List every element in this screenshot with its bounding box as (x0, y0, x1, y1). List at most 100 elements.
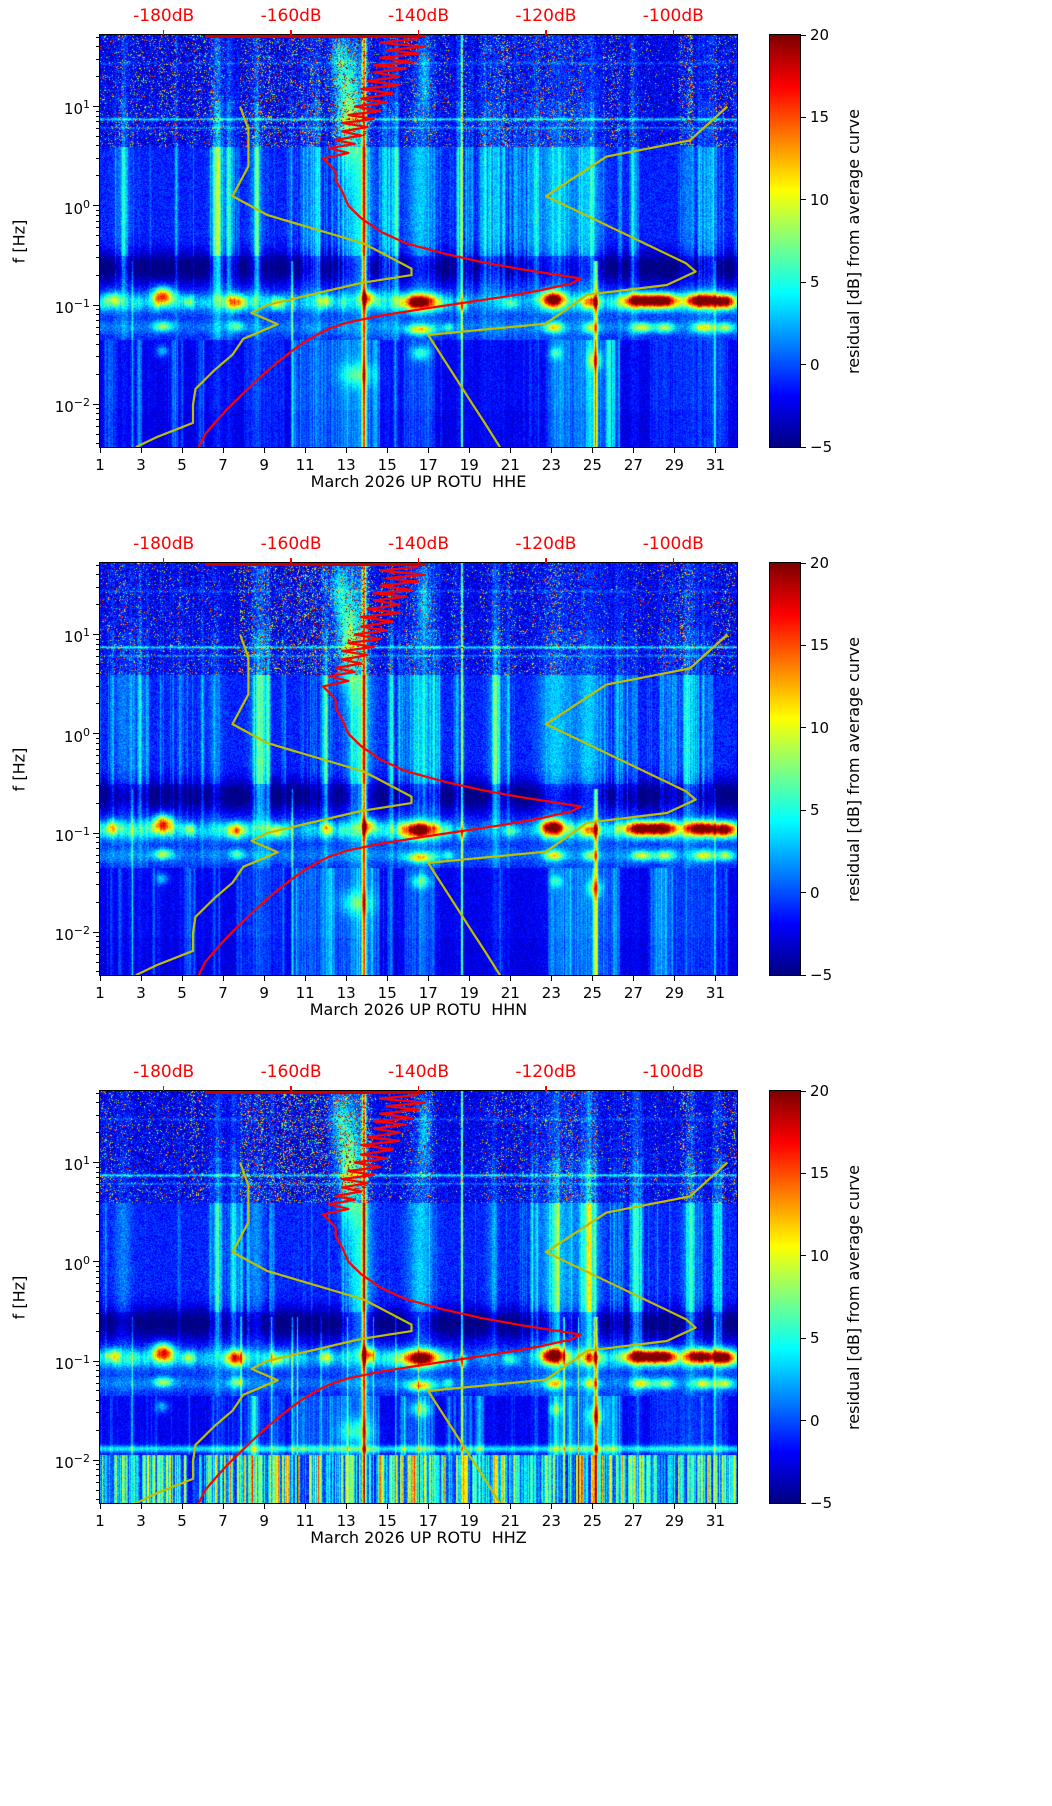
y-minor-tick (96, 121, 100, 123)
x-tick-label: 19 (459, 1512, 479, 1530)
nlnm-curve (135, 634, 413, 975)
y-tick (93, 105, 99, 107)
x-tick-label: 5 (177, 984, 187, 1002)
colorbar-tick-label: 20 (810, 554, 830, 572)
y-minor-tick (96, 1191, 100, 1193)
y-minor-tick (96, 227, 100, 229)
y-minor-tick (96, 604, 100, 606)
top-db-tick-label: -160dB (260, 1062, 322, 1082)
y-minor-tick (96, 673, 100, 675)
top-db-tick (290, 558, 292, 563)
top-db-tick (672, 1086, 675, 1091)
y-minor-tick (96, 737, 100, 739)
y-tick-label: 10−2 (54, 924, 90, 945)
top-db-tick (672, 30, 675, 35)
colorbar-tick-label: 15 (810, 1164, 830, 1183)
y-tick (93, 1161, 99, 1163)
y-minor-tick (96, 638, 100, 640)
top-db-tick-label: -120dB (515, 6, 577, 26)
y-minor-tick (96, 1382, 100, 1384)
x-tick-label: 25 (582, 1512, 602, 1530)
x-tick-label: 29 (664, 456, 684, 474)
top-db-tick-label: -160dB (260, 534, 322, 554)
y-minor-tick (96, 319, 100, 321)
x-tick (386, 976, 388, 981)
y-minor-tick (96, 373, 100, 375)
x-tick (345, 976, 347, 981)
colorbar-tick (801, 1172, 806, 1174)
y-minor-tick (96, 1464, 100, 1466)
y-minor-tick (96, 901, 100, 903)
x-tick (509, 448, 511, 453)
top-db-tick (162, 558, 165, 563)
colorbar-tick-label: 20 (810, 1082, 830, 1100)
y-minor-tick (96, 971, 100, 973)
top-db-tick-label: -100dB (642, 1062, 704, 1082)
x-tick-label: 15 (377, 456, 397, 474)
top-db-tick-label: -160dB (260, 6, 322, 26)
colorbar-tick-label: 5 (810, 273, 820, 292)
x-tick-label: 15 (377, 984, 397, 1002)
top-db-tick-label: -100dB (642, 6, 704, 26)
colorbar-tick (801, 1337, 806, 1339)
x-tick-label: 17 (418, 456, 438, 474)
x-tick (304, 976, 306, 981)
noise-curves-layer-hhz (135, 1091, 729, 1503)
y-minor-tick (96, 1102, 100, 1104)
colorbar-tick-label: −5 (810, 966, 833, 984)
y-tick (93, 931, 99, 933)
x-tick-label: 17 (418, 984, 438, 1002)
x-tick-label: 27 (623, 456, 643, 474)
colorbar-hhz (769, 1090, 801, 1504)
x-tick (304, 1504, 306, 1509)
y-tick (93, 733, 99, 735)
y-tick-label: 100 (63, 1253, 90, 1274)
x-tick (386, 1504, 388, 1509)
x-tick-label: 25 (582, 456, 602, 474)
y-minor-tick (96, 115, 100, 117)
colorbar-tick (801, 644, 806, 646)
colorbar-tick (801, 446, 806, 448)
top-db-tick-label: -140dB (387, 6, 450, 26)
x-tick-label: 13 (336, 456, 356, 474)
y-minor-tick (96, 1132, 100, 1134)
y-minor-tick (96, 1370, 100, 1372)
colorbar-tick (801, 364, 806, 366)
x-tick (632, 1504, 634, 1509)
y-minor-tick (96, 872, 100, 874)
x-tick (222, 976, 224, 981)
x-tick (140, 976, 142, 981)
y-axis-label-text: f [Hz] (9, 747, 29, 791)
x-tick-label: 11 (295, 1512, 315, 1530)
y-minor-tick (96, 110, 100, 112)
y-minor-tick (96, 433, 100, 435)
top-db-tick (417, 30, 420, 35)
y-minor-tick (96, 1177, 100, 1179)
y-minor-tick (96, 884, 100, 886)
colorbar-tick-label: 15 (810, 636, 830, 655)
y-minor-tick (96, 947, 100, 949)
x-tick (263, 448, 265, 453)
x-tick-label: 31 (705, 984, 725, 1002)
x-tick (550, 976, 552, 981)
y-tick (93, 304, 99, 306)
y-minor-tick (96, 936, 100, 938)
colorbar-canvas-hhz (770, 1091, 800, 1503)
top-db-tick (162, 30, 165, 35)
y-minor-tick (96, 334, 100, 336)
y-minor-tick (96, 1390, 100, 1392)
station-average-curve (197, 565, 582, 975)
colorbar-tick (801, 892, 806, 894)
y-minor-tick (96, 1313, 100, 1315)
colorbar-tick-label: 10 (810, 190, 830, 209)
colorbar-tick (801, 281, 806, 283)
y-tick (93, 1360, 99, 1362)
x-tick-label: 15 (377, 1512, 397, 1530)
y-minor-tick (96, 1291, 100, 1293)
x-tick (181, 1504, 183, 1509)
colorbar-label-hhn: residual [dB] from average curve (836, 563, 870, 975)
y-minor-tick (96, 209, 100, 211)
y-tick-label: 100 (63, 725, 90, 746)
x-axis-label-hhe: March 2026 UP ROTU HHE (310, 472, 527, 491)
